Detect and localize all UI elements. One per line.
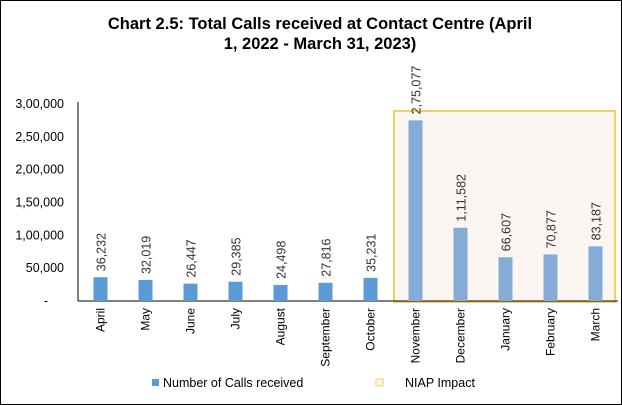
y-tick-label: 2,50,000 xyxy=(15,130,64,144)
bar-may xyxy=(138,279,153,301)
data-label: 24,498 xyxy=(275,241,289,279)
x-tick-label: October xyxy=(364,308,378,351)
y-tick-label: 3,00,000 xyxy=(15,97,64,111)
bar-october xyxy=(363,277,378,301)
data-label: 27,816 xyxy=(320,238,334,276)
chart-title: Chart 2.5: Total Calls received at Conta… xyxy=(40,14,600,54)
bar-december xyxy=(453,227,468,301)
data-label: 32,019 xyxy=(140,236,154,274)
x-tick-label: December xyxy=(454,308,468,363)
legend-label-calls: Number of Calls received xyxy=(163,376,303,390)
data-label: 35,231 xyxy=(365,234,379,272)
y-tick-label: - xyxy=(44,294,48,308)
chart-title-line-1: Chart 2.5: Total Calls received at Conta… xyxy=(107,15,533,33)
data-label: 2,75,077 xyxy=(410,66,424,115)
x-tick-label: May xyxy=(139,308,153,331)
bar-august xyxy=(273,284,288,301)
bar-march xyxy=(588,246,603,301)
chart-title-line-2: 1, 2022 - March 31, 2023) xyxy=(223,35,417,53)
x-tick-label: January xyxy=(499,308,513,351)
y-tick-label: 2,00,000 xyxy=(15,163,64,177)
data-label: 83,187 xyxy=(590,202,604,240)
x-tick-label: February xyxy=(544,308,558,356)
y-tick-label: 50,000 xyxy=(26,261,64,275)
x-tick-label: November xyxy=(409,308,423,363)
legend-swatch-niap xyxy=(375,378,384,387)
x-tick-label: April xyxy=(94,308,108,332)
y-tick-label: 1,00,000 xyxy=(15,228,64,242)
data-label: 26,447 xyxy=(185,239,199,277)
bar-september xyxy=(318,282,333,301)
x-tick-label: March xyxy=(589,308,603,341)
data-label: 1,11,582 xyxy=(455,174,469,222)
data-label: 29,385 xyxy=(230,237,244,275)
data-label: 70,877 xyxy=(545,210,559,248)
legend-swatch-calls xyxy=(152,379,159,386)
bar-february xyxy=(543,254,558,301)
bar-january xyxy=(498,257,513,301)
bar-june xyxy=(183,283,198,301)
bar-november xyxy=(408,120,423,301)
data-label: 36,232 xyxy=(95,233,109,271)
y-tick-label: 1,50,000 xyxy=(15,196,64,210)
x-tick-label: September xyxy=(319,308,333,367)
x-tick-label: June xyxy=(184,308,198,334)
x-tick-label: August xyxy=(274,307,288,345)
bar-april xyxy=(93,277,108,301)
bar-july xyxy=(228,281,243,301)
legend-label-niap: NIAP Impact xyxy=(405,376,475,390)
data-label: 66,607 xyxy=(500,213,514,251)
x-tick-label: July xyxy=(229,308,243,329)
